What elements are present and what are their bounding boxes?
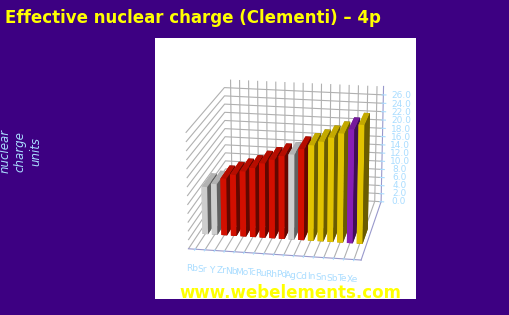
Text: Effective nuclear charge (Clementi) – 4p: Effective nuclear charge (Clementi) – 4p [5, 9, 380, 27]
Text: nuclear
charge
units: nuclear charge units [0, 129, 42, 173]
Text: www.webelements.com: www.webelements.com [179, 284, 401, 302]
